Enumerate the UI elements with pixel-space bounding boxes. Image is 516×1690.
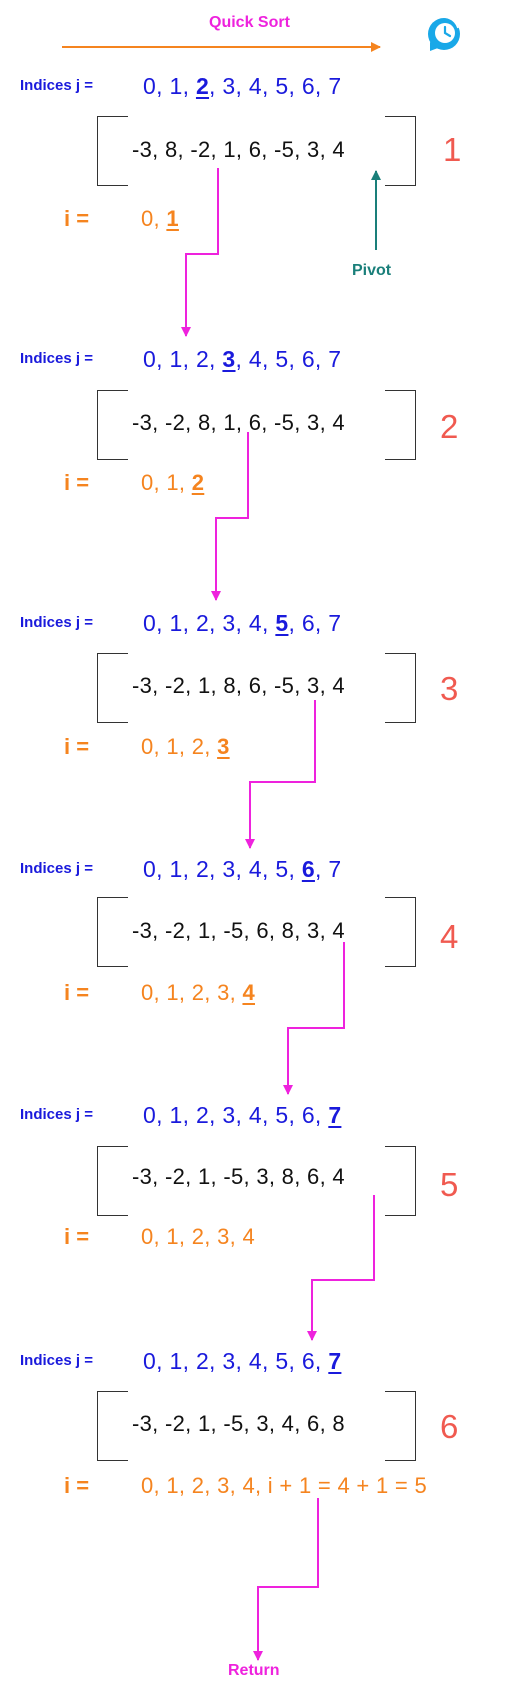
current-i: 2	[191, 470, 205, 495]
step-number: 3	[440, 670, 459, 707]
i-label: i =	[64, 734, 90, 759]
indices-label: Indices j =	[20, 860, 93, 877]
i-label: i =	[64, 1473, 90, 1498]
array-bracket-left	[97, 1391, 128, 1461]
i-values: 0, 1, 2, 3, 4	[141, 1224, 255, 1249]
current-i: 3	[217, 734, 230, 759]
array-bracket-right	[385, 1146, 416, 1216]
i-label: i =	[64, 206, 90, 231]
array-values: -3, 8, -2, 1, 6, -5, 3, 4	[132, 137, 345, 162]
clock-refresh-icon	[428, 16, 460, 51]
i-label: i =	[64, 470, 90, 495]
indices-label: Indices j =	[20, 1106, 93, 1123]
current-index: 7	[328, 1348, 342, 1374]
return-label: Return	[228, 1662, 280, 1679]
indices-values: 0, 1, 2, 3, 4, 5, 6, 7	[143, 610, 342, 636]
array-bracket-left	[97, 653, 128, 723]
indices-values: 0, 1, 2, 3, 4, 5, 6, 7	[143, 1102, 342, 1128]
step-number: 4	[440, 918, 459, 955]
current-i: 4	[242, 980, 255, 1005]
indices-label: Indices j =	[20, 77, 93, 94]
array-values: -3, -2, 8, 1, 6, -5, 3, 4	[132, 410, 345, 435]
array-bracket-left	[97, 390, 128, 460]
array-bracket-left	[97, 116, 128, 186]
i-values: 0, 1, 2	[141, 470, 205, 495]
array-bracket-right	[385, 897, 416, 967]
array-values: -3, -2, 1, -5, 6, 8, 3, 4	[132, 918, 345, 943]
indices-values: 0, 1, 2, 3, 4, 5, 6, 7	[143, 73, 342, 99]
array-bracket-left	[97, 1146, 128, 1216]
indices-label: Indices j =	[20, 350, 93, 367]
array-bracket-right	[385, 390, 416, 460]
array-values: -3, -2, 1, -5, 3, 8, 6, 4	[132, 1164, 345, 1189]
flow-arrow-return	[253, 1498, 319, 1661]
indices-values: 0, 1, 2, 3, 4, 5, 6, 7	[143, 346, 342, 372]
array-bracket-left	[97, 897, 128, 967]
current-index: 3	[222, 346, 236, 372]
flow-arrow-5-6	[307, 1195, 375, 1341]
flow-arrow-4-5	[283, 942, 345, 1095]
i-values: 0, 1	[141, 206, 179, 231]
indices-values: 0, 1, 2, 3, 4, 5, 6, 7	[143, 1348, 342, 1374]
flow-arrow-2-3	[211, 432, 249, 601]
i-label: i =	[64, 1224, 90, 1249]
array-bracket-right	[385, 1391, 416, 1461]
current-i: 1	[166, 206, 179, 231]
flow-arrow-3-4	[245, 700, 316, 849]
step-number: 5	[440, 1166, 459, 1203]
step-number: 6	[440, 1408, 459, 1445]
indices-label: Indices j =	[20, 614, 93, 631]
array-bracket-right	[385, 653, 416, 723]
indices-values: 0, 1, 2, 3, 4, 5, 6, 7	[143, 856, 342, 882]
current-index: 2	[195, 73, 210, 99]
i-values: 0, 1, 2, 3, 4	[141, 980, 255, 1005]
flow-arrow-1-2	[181, 168, 219, 337]
diagram-title: Quick Sort	[209, 14, 290, 31]
array-bracket-right	[385, 116, 416, 186]
i-values: 0, 1, 2, 3	[141, 734, 230, 759]
step-number: 1	[443, 131, 462, 168]
array-values: -3, -2, 1, -5, 3, 4, 6, 8	[132, 1411, 345, 1436]
current-index: 5	[275, 610, 289, 636]
current-index: 7	[328, 1102, 342, 1128]
indices-label: Indices j =	[20, 1352, 93, 1369]
i-values: 0, 1, 2, 3, 4, i + 1 = 4 + 1 = 5	[141, 1473, 428, 1498]
i-label: i =	[64, 980, 90, 1005]
current-index: 6	[301, 856, 315, 882]
step-number: 2	[440, 408, 459, 445]
pivot-label: Pivot	[352, 262, 392, 279]
array-values: -3, -2, 1, 8, 6, -5, 3, 4	[132, 673, 345, 698]
